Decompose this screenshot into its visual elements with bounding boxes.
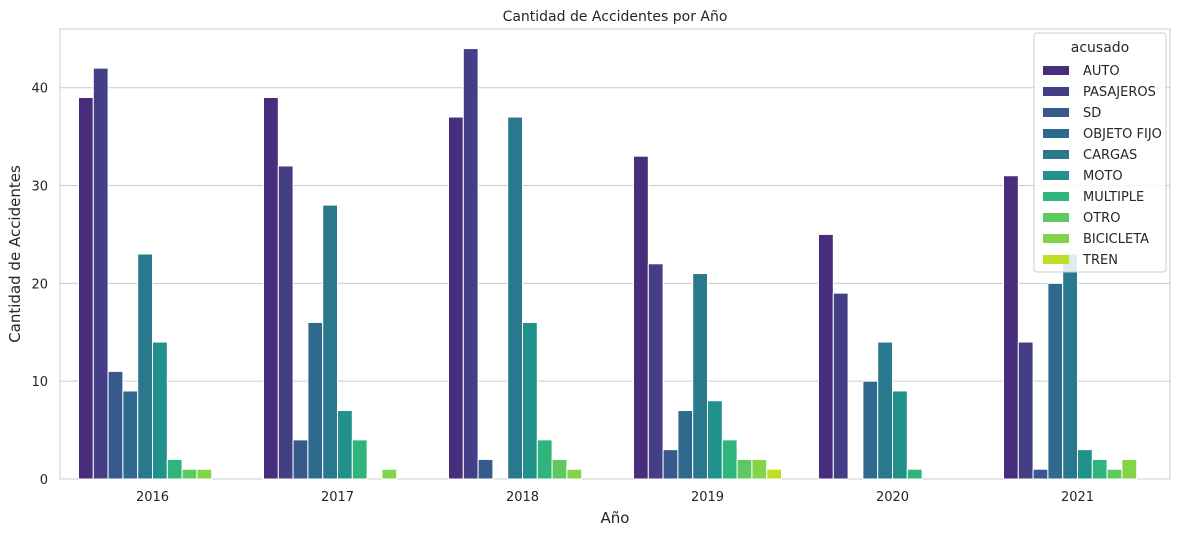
legend-label: AUTO: [1083, 64, 1120, 79]
legend-swatch: [1043, 234, 1069, 243]
bar-auto-2021: [1003, 175, 1019, 480]
y-tick-label: 30: [31, 180, 48, 195]
legend-swatch: [1043, 150, 1069, 159]
bar-cargas-2019: [692, 273, 709, 480]
legend-swatch: [1043, 108, 1069, 117]
bar-sd-2018: [477, 458, 494, 480]
bar-pasajeros-2018: [462, 48, 479, 480]
bar-tren-2019: [766, 468, 783, 480]
bar-multiple-2019: [721, 439, 738, 480]
bar-objeto-fijo-2016: [122, 390, 139, 480]
legend-label: OTRO: [1083, 211, 1120, 226]
bars: [78, 48, 1138, 480]
bar-auto-2018: [448, 116, 464, 480]
legend-title: acusado: [1071, 40, 1129, 56]
x-tick-label: 2019: [691, 490, 724, 505]
bar-objeto-fijo-2017: [307, 321, 324, 480]
y-tick-label: 20: [31, 277, 48, 292]
bar-multiple-2018: [536, 439, 553, 480]
bar-sd-2016: [107, 370, 124, 480]
legend-swatch: [1043, 192, 1069, 201]
bar-auto-2017: [263, 96, 279, 480]
bar-moto-2020: [892, 390, 908, 480]
legend-label: SD: [1083, 106, 1101, 121]
legend-label: BICICLETA: [1083, 232, 1149, 247]
x-axis-label: Año: [601, 509, 630, 527]
bar-bicicleta-2018: [566, 468, 583, 480]
bar-objeto-fijo-2019: [677, 410, 694, 480]
legend-swatch: [1043, 213, 1069, 222]
x-tick-label: 2020: [876, 490, 909, 505]
chart-title: Cantidad de Accidentes por Año: [503, 9, 728, 25]
bar-multiple-2017: [351, 439, 368, 480]
bar-cargas-2021: [1062, 253, 1078, 480]
bar-auto-2020: [818, 233, 834, 480]
bar-moto-2018: [522, 321, 538, 480]
bar-pasajeros-2017: [277, 165, 294, 480]
bar-multiple-2021: [1091, 458, 1108, 480]
legend-label: PASAJEROS: [1083, 85, 1156, 100]
bar-cargas-2020: [877, 341, 894, 480]
plot-frame: [59, 28, 1171, 480]
bar-otro-2021: [1106, 468, 1123, 480]
legend-label: OBJETO FIJO: [1083, 127, 1162, 142]
bar-otro-2019: [736, 458, 753, 480]
legend-swatch: [1043, 171, 1069, 180]
y-tick-label: 40: [31, 82, 48, 97]
y-axis-label: Cantidad de Accidentes: [6, 165, 24, 343]
legend-label: CARGAS: [1083, 148, 1137, 163]
bar-otro-2016: [181, 468, 198, 480]
bar-objeto-fijo-2020: [862, 380, 879, 480]
bar-cargas-2018: [507, 116, 524, 480]
bar-pasajeros-2020: [832, 292, 849, 480]
bar-sd-2017: [292, 439, 309, 480]
x-tick-label: 2016: [136, 490, 169, 505]
bar-pasajeros-2021: [1017, 341, 1034, 480]
legend-swatch: [1043, 66, 1069, 75]
y-axis-ticks: 0 10 20 30 40: [31, 82, 48, 488]
bar-moto-2019: [707, 400, 723, 480]
legend-swatch: [1043, 255, 1069, 264]
x-tick-label: 2021: [1061, 490, 1094, 505]
bar-cargas-2017: [322, 204, 339, 480]
legend-label: TREN: [1082, 253, 1118, 268]
bar-multiple-2020: [906, 468, 923, 480]
bar-otro-2018: [551, 458, 568, 480]
bar-bicicleta-2019: [751, 458, 768, 480]
legend-swatch: [1043, 129, 1069, 138]
bar-bicicleta-2016: [196, 468, 213, 480]
x-tick-label: 2017: [321, 490, 354, 505]
bar-sd-2019: [662, 449, 679, 480]
bar-auto-2016: [78, 96, 94, 480]
bar-objeto-fijo-2021: [1047, 282, 1064, 480]
legend-label: MOTO: [1083, 169, 1123, 184]
x-axis-ticks: 2016 2017 2018 2019 2020 2021: [136, 490, 1094, 505]
bar-pasajeros-2019: [647, 263, 664, 480]
bar-pasajeros-2016: [92, 67, 109, 480]
legend-swatch: [1043, 87, 1069, 96]
bar-bicicleta-2021: [1121, 458, 1138, 480]
bar-moto-2021: [1077, 449, 1093, 480]
legend-label: MULTIPLE: [1083, 190, 1144, 205]
y-tick-label: 0: [40, 473, 48, 488]
bar-moto-2016: [152, 341, 168, 480]
bar-auto-2019: [633, 155, 649, 480]
x-tick-label: 2018: [506, 490, 539, 505]
bar-cargas-2016: [137, 253, 153, 480]
y-tick-label: 10: [31, 375, 48, 390]
legend: acusado AUTO PASAJEROS SD OBJETO FIJO CARGAS…: [1033, 32, 1167, 273]
bar-bicicleta-2017: [381, 468, 398, 480]
bar-multiple-2016: [166, 458, 183, 480]
bar-moto-2017: [337, 410, 353, 480]
bar-sd-2021: [1032, 468, 1049, 480]
